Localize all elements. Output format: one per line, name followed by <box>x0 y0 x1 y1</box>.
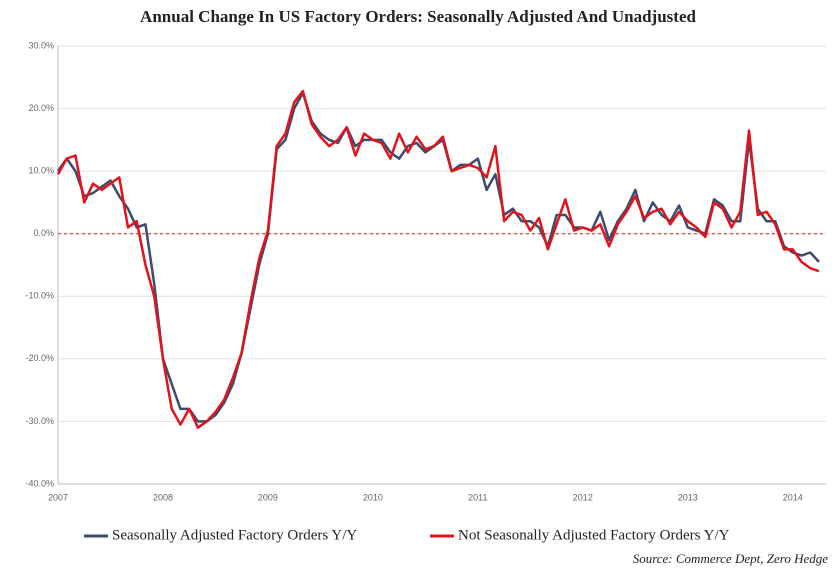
x-tick-label: 2011 <box>468 492 487 502</box>
x-tick-label: 2014 <box>783 492 803 502</box>
y-tick-label: 0.0% <box>33 228 54 238</box>
y-tick-label: -30.0% <box>25 416 54 426</box>
y-tick-label: -40.0% <box>25 478 54 488</box>
y-tick-label: -20.0% <box>25 353 54 363</box>
series-line <box>56 89 820 429</box>
x-tick-label: 2009 <box>258 492 278 502</box>
x-tick-label: 2008 <box>153 492 173 502</box>
y-tick-label: 20.0% <box>28 103 54 113</box>
x-tick-label: 2007 <box>48 492 68 502</box>
legend-label: Seasonally Adjusted Factory Orders Y/Y <box>112 527 357 543</box>
y-tick-label: 30.0% <box>28 40 54 50</box>
y-tick-label: -10.0% <box>25 291 54 301</box>
x-tick-label: 2012 <box>573 492 593 502</box>
source: Source: Commerce Dept, Zero Hedge <box>633 551 829 566</box>
y-tick-label: 10.0% <box>28 166 54 176</box>
x-tick-label: 2013 <box>678 492 698 502</box>
chart-title: Annual Change In US Factory Orders: Seas… <box>140 7 696 26</box>
legend-label: Not Seasonally Adjusted Factory Orders Y… <box>458 527 730 543</box>
x-tick-label: 2010 <box>363 492 383 502</box>
